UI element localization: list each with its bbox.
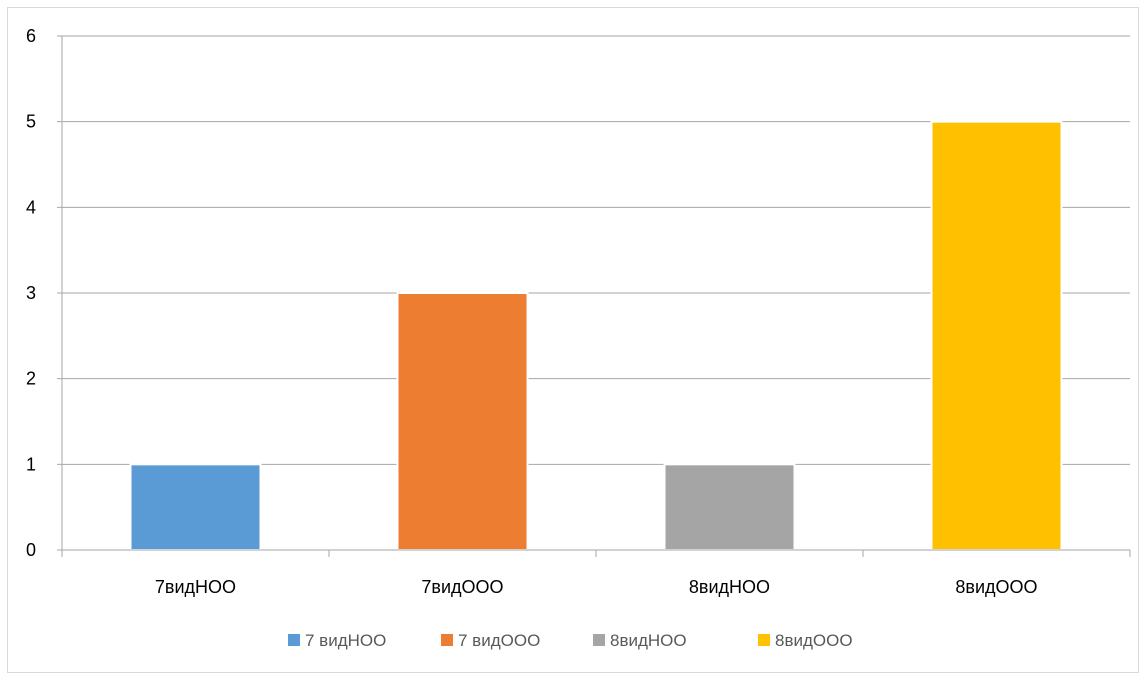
x-tick-label: 7видНОО <box>155 577 236 597</box>
legend-label: 8видООО <box>775 631 853 650</box>
y-tick-label: 2 <box>26 369 36 389</box>
legend-swatch <box>441 634 453 646</box>
legend-swatch <box>758 634 770 646</box>
legend-swatch <box>593 634 605 646</box>
bar <box>129 463 262 552</box>
y-tick-labels: 0 1 2 3 4 5 6 <box>26 26 36 560</box>
legend-label: 7 видНОО <box>305 631 386 650</box>
y-tick-label: 4 <box>26 197 36 217</box>
x-tick-label: 8видНОО <box>689 577 770 597</box>
y-tick-label: 0 <box>26 540 36 560</box>
legend-label: 7 видООО <box>458 631 540 650</box>
y-tick-label: 5 <box>26 112 36 132</box>
y-tick-label: 3 <box>26 283 36 303</box>
bar <box>930 120 1063 552</box>
bars <box>129 120 1063 552</box>
legend-label: 8видНОО <box>610 631 687 650</box>
x-tick-label: 8видООО <box>955 577 1037 597</box>
legend-swatch <box>288 634 300 646</box>
bar <box>396 292 529 551</box>
y-tick-label: 1 <box>26 454 36 474</box>
x-tick-labels: 7видНОО 7видООО 8видНОО 8видООО <box>155 577 1038 597</box>
bar <box>663 463 796 552</box>
y-tick-label: 6 <box>26 26 36 46</box>
x-tick-label: 7видООО <box>421 577 503 597</box>
axes <box>57 35 1131 557</box>
legend: 7 видНОО 7 видООО 8видНОО 8видООО <box>288 631 853 650</box>
